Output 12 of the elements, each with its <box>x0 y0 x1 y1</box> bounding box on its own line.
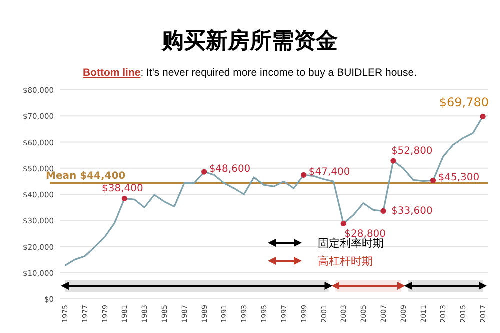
data-label: $47,400 <box>308 167 350 178</box>
data-label: $52,800 <box>391 146 433 158</box>
data-label: $38,400 <box>102 184 144 195</box>
legend-label: 高杠杆时期 <box>318 255 373 268</box>
chart-subtitle: Bottom line: It's never required more income to buy a BUIDLER house. <box>82 67 418 79</box>
ref-line-label: Mean $44,400 <box>46 171 126 182</box>
data-label: $45,300 <box>438 172 480 184</box>
data-label: $48,600 <box>209 164 251 176</box>
data-label: $69,780 <box>439 96 490 110</box>
chart-title: 购买新房所需资金 <box>161 28 338 54</box>
data-label: $33,600 <box>391 206 433 218</box>
legend-label: 固定利率时期 <box>318 237 384 250</box>
